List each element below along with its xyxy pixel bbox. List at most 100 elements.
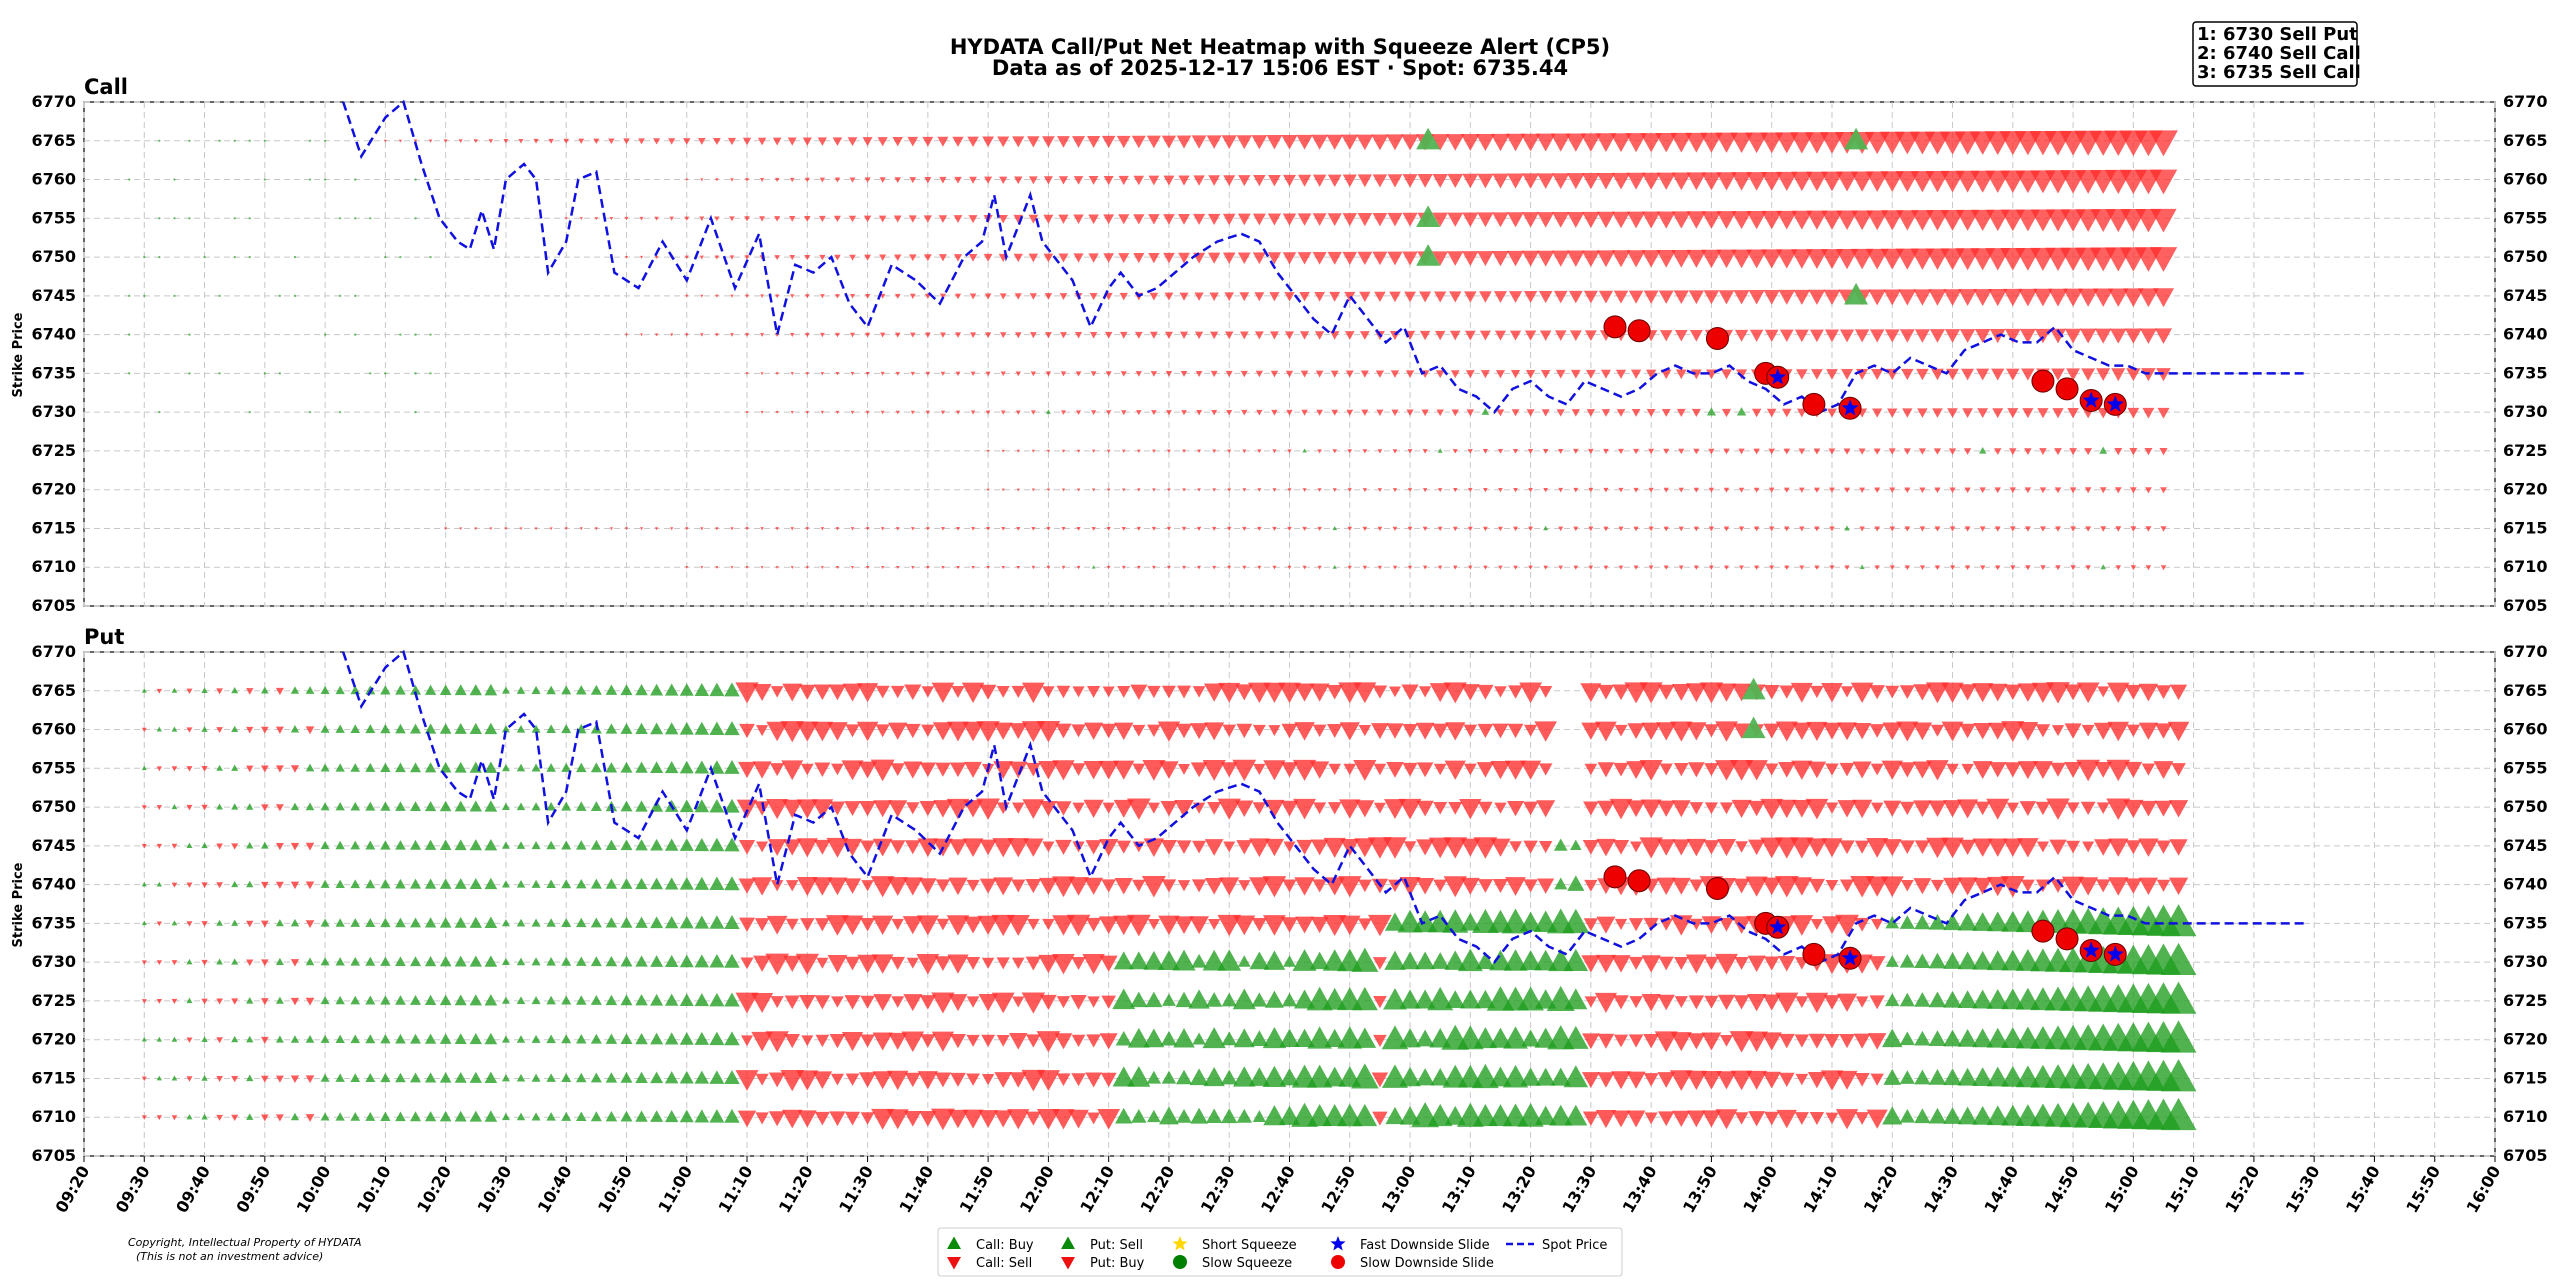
call-sell-marker <box>1586 409 1596 417</box>
call-sell-marker <box>1357 251 1373 266</box>
y-tick-label-right: 6745 <box>2503 286 2548 305</box>
put-sell-marker <box>335 879 345 888</box>
call-sell-marker <box>1553 290 1568 304</box>
call-sell-marker <box>1297 213 1312 226</box>
call-sell-marker <box>1146 135 1161 149</box>
call-sell-marker <box>699 333 704 337</box>
put-buy-marker <box>784 1034 801 1049</box>
call-sell-marker <box>1207 213 1221 226</box>
put-sell-marker <box>590 878 602 889</box>
put-buy-marker <box>903 994 923 1012</box>
put-buy-marker <box>2141 763 2156 776</box>
put-buy-marker <box>754 918 770 932</box>
put-sell-marker <box>484 761 498 773</box>
ranking-box: 1: 6730 Sell Put 2: 6740 Sell Call 3: 67… <box>2192 21 2361 87</box>
legend-triangle-up-icon <box>947 1236 961 1250</box>
put-buy-marker <box>1398 798 1422 820</box>
x-tick-label: 12:10 <box>1076 1163 1118 1217</box>
legend-label: Spot Price <box>1542 1238 1607 1253</box>
call-sell-marker <box>1437 488 1443 493</box>
call-sell-marker <box>1211 410 1218 416</box>
put-buy-marker <box>1509 841 1522 853</box>
put-sell-marker <box>1221 992 1237 1007</box>
call-sell-marker <box>955 371 961 376</box>
call-sell-marker <box>1152 488 1156 492</box>
put-buy-marker <box>1293 798 1317 820</box>
put-buy-marker <box>1102 686 1115 698</box>
put-buy-marker <box>1309 683 1330 702</box>
put-sell-marker <box>1986 911 2009 932</box>
put-sell-marker <box>546 957 556 966</box>
call-sell-marker <box>1284 331 1295 340</box>
y-tick-label-left: 6770 <box>31 642 76 661</box>
put-buy-marker <box>1689 802 1704 815</box>
call-sell-marker <box>1686 172 1707 191</box>
put-buy-marker <box>872 1071 893 1090</box>
call-sell-marker <box>1588 487 1594 493</box>
put-buy-marker <box>1099 838 1119 857</box>
put-buy-marker <box>1704 763 1719 777</box>
put-buy-marker <box>1854 840 1870 854</box>
y-tick-label-right: 6745 <box>2503 836 2548 855</box>
call-sell-marker <box>805 527 810 531</box>
call-sell-marker <box>1633 565 1639 570</box>
call-sell-marker <box>1521 250 1540 267</box>
put-sell-marker <box>501 996 510 1004</box>
call-sell-marker <box>1164 292 1174 301</box>
put-buy-marker <box>1643 917 1659 932</box>
heat-dot <box>338 294 342 298</box>
put-sell-marker <box>605 994 618 1006</box>
call-sell-marker <box>1194 331 1204 340</box>
call-sell-marker <box>1611 211 1631 229</box>
call-sell-marker <box>954 176 962 184</box>
x-tick-label: 15:00 <box>2101 1163 2143 1217</box>
put-sell-marker <box>561 724 572 734</box>
put-buy-marker <box>2066 802 2080 815</box>
heat-dot <box>354 294 357 298</box>
put-buy-marker <box>857 954 878 974</box>
call-sell-marker <box>730 527 734 531</box>
call-sell-marker <box>1991 368 2005 381</box>
put-buy-marker <box>1794 1112 1809 1125</box>
put-sell-marker <box>395 1072 406 1083</box>
put-buy-marker <box>1580 683 1602 703</box>
put-buy-marker <box>2094 839 2113 856</box>
call-sell-marker <box>772 137 782 146</box>
call-sell-marker <box>832 137 843 146</box>
put-buy-marker <box>934 1072 952 1088</box>
y-tick-label-right: 6720 <box>2503 480 2548 499</box>
call-sell-marker <box>1344 331 1355 340</box>
put-sell-marker <box>1957 1106 1978 1125</box>
call-sell-marker <box>1766 408 1777 418</box>
put-buy-marker <box>1101 995 1116 1009</box>
call-sell-marker <box>1477 212 1494 228</box>
put-sell-marker <box>380 801 391 811</box>
put-sell-marker <box>1112 988 1136 1010</box>
put-buy-marker <box>1367 837 1392 859</box>
put-sell-marker <box>1281 992 1298 1007</box>
put-buy-marker <box>1792 722 1812 740</box>
call-sell-marker <box>1296 134 1313 150</box>
call-sell-marker <box>1014 176 1023 185</box>
put-buy-marker <box>1912 722 1933 741</box>
put-sell-marker <box>380 762 391 773</box>
fast-downside-slide-marker <box>1841 399 1859 416</box>
put-buy-marker <box>1190 762 1208 778</box>
put-buy-marker <box>870 759 895 782</box>
call-sell-marker <box>2111 368 2126 382</box>
put-buy-marker <box>2017 722 2039 741</box>
legend-triangle-down-icon <box>1061 1256 1075 1270</box>
call-sell-marker <box>1482 526 1488 532</box>
put-buy-marker <box>186 727 193 733</box>
y-tick-label-left: 6715 <box>31 518 76 537</box>
put-sell-marker <box>469 1110 482 1122</box>
call-sell-marker <box>1212 449 1217 454</box>
x-tick-label: 10:00 <box>293 1163 335 1217</box>
put-sell-marker <box>724 837 740 852</box>
put-buy-marker <box>1433 802 1448 815</box>
put-buy-marker <box>290 842 300 851</box>
call-sell-marker <box>1391 409 1399 417</box>
put-buy-marker <box>1070 995 1087 1010</box>
put-buy-marker <box>950 1033 966 1049</box>
call-sell-marker <box>1974 329 1991 343</box>
